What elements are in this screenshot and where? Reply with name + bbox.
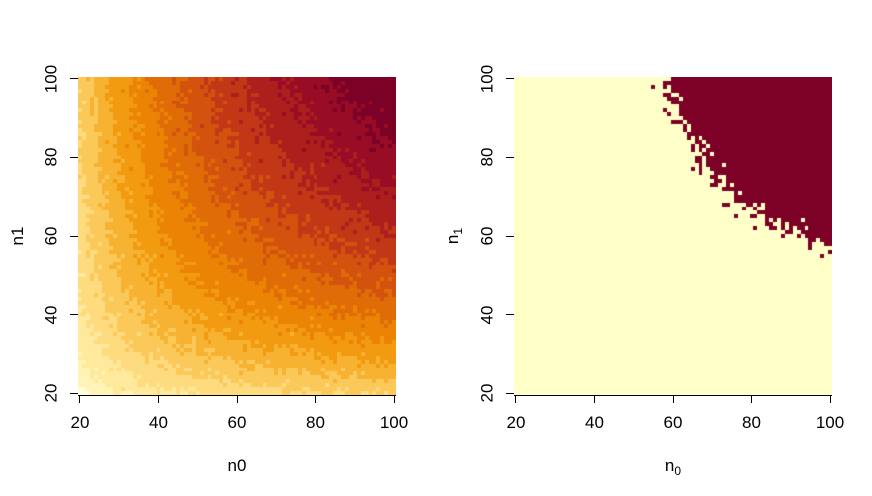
y-axis-tick: [506, 156, 514, 158]
x-tick-label: 80: [306, 413, 325, 432]
x-axis-tick: [672, 395, 674, 403]
x-tick-label: 80: [742, 413, 761, 432]
y-tick-label: 60: [477, 226, 497, 246]
x-axis-tick: [515, 395, 517, 403]
y-axis-tick: [70, 78, 78, 80]
y-axis-tick: [506, 392, 514, 394]
x-axis-tick: [751, 395, 753, 403]
x-tick-label: 100: [815, 413, 845, 432]
y-axis-tick: [506, 78, 514, 80]
x-tick-label: 60: [227, 413, 247, 432]
y-tick-label: 20: [41, 383, 61, 403]
y-axis-tick: [506, 235, 514, 237]
y-tick-label: 100: [477, 64, 497, 94]
power-threshold-plot: 20 40 60 80 100 20 40 60 80 100 n0 n1: [443, 65, 844, 478]
power-surface-heatmap: [78, 77, 396, 395]
x-axis-label: n0: [665, 456, 681, 478]
y-tick-label: 40: [477, 305, 497, 324]
power-surface-plot: 20 40 60 80 100 20 40 60 80 100 n0 n1: [8, 65, 408, 475]
y-tick-label: 100: [41, 64, 61, 94]
x-axis-tick: [315, 395, 317, 403]
x-axis-label-subscript: 0: [674, 464, 682, 478]
x-axis-tick: [393, 395, 395, 403]
x-axis-tick: [829, 395, 831, 403]
y-axis-tick: [70, 156, 78, 158]
x-tick-label: 100: [379, 413, 409, 432]
x-axis-tick: [593, 395, 595, 403]
y-axis-label-base: n: [443, 234, 462, 245]
y-tick-label: 20: [477, 383, 497, 403]
x-axis-tick: [236, 395, 238, 403]
power-threshold-heatmap: [514, 77, 832, 395]
x-tick-label: 40: [585, 413, 604, 432]
y-axis-label: n1: [443, 228, 465, 244]
y-tick-label: 40: [41, 305, 61, 324]
y-axis-label-subscript: 1: [451, 227, 465, 235]
y-tick-label: 60: [41, 226, 61, 246]
x-axis-tick: [79, 395, 81, 403]
x-tick-label: 60: [663, 413, 683, 432]
x-tick-label: 40: [149, 413, 168, 432]
x-axis-label: n0: [227, 456, 247, 475]
y-tick-label: 80: [477, 148, 497, 167]
y-axis-tick: [70, 392, 78, 394]
x-axis-label-base: n: [664, 456, 675, 475]
y-axis-tick: [70, 314, 78, 316]
x-axis-tick: [157, 395, 159, 403]
x-tick-label: 20: [506, 413, 526, 432]
y-axis-tick: [70, 235, 78, 237]
x-tick-label: 20: [70, 413, 90, 432]
y-axis-label: n1: [8, 226, 27, 246]
y-axis-tick: [506, 314, 514, 316]
y-tick-label: 80: [41, 148, 61, 167]
